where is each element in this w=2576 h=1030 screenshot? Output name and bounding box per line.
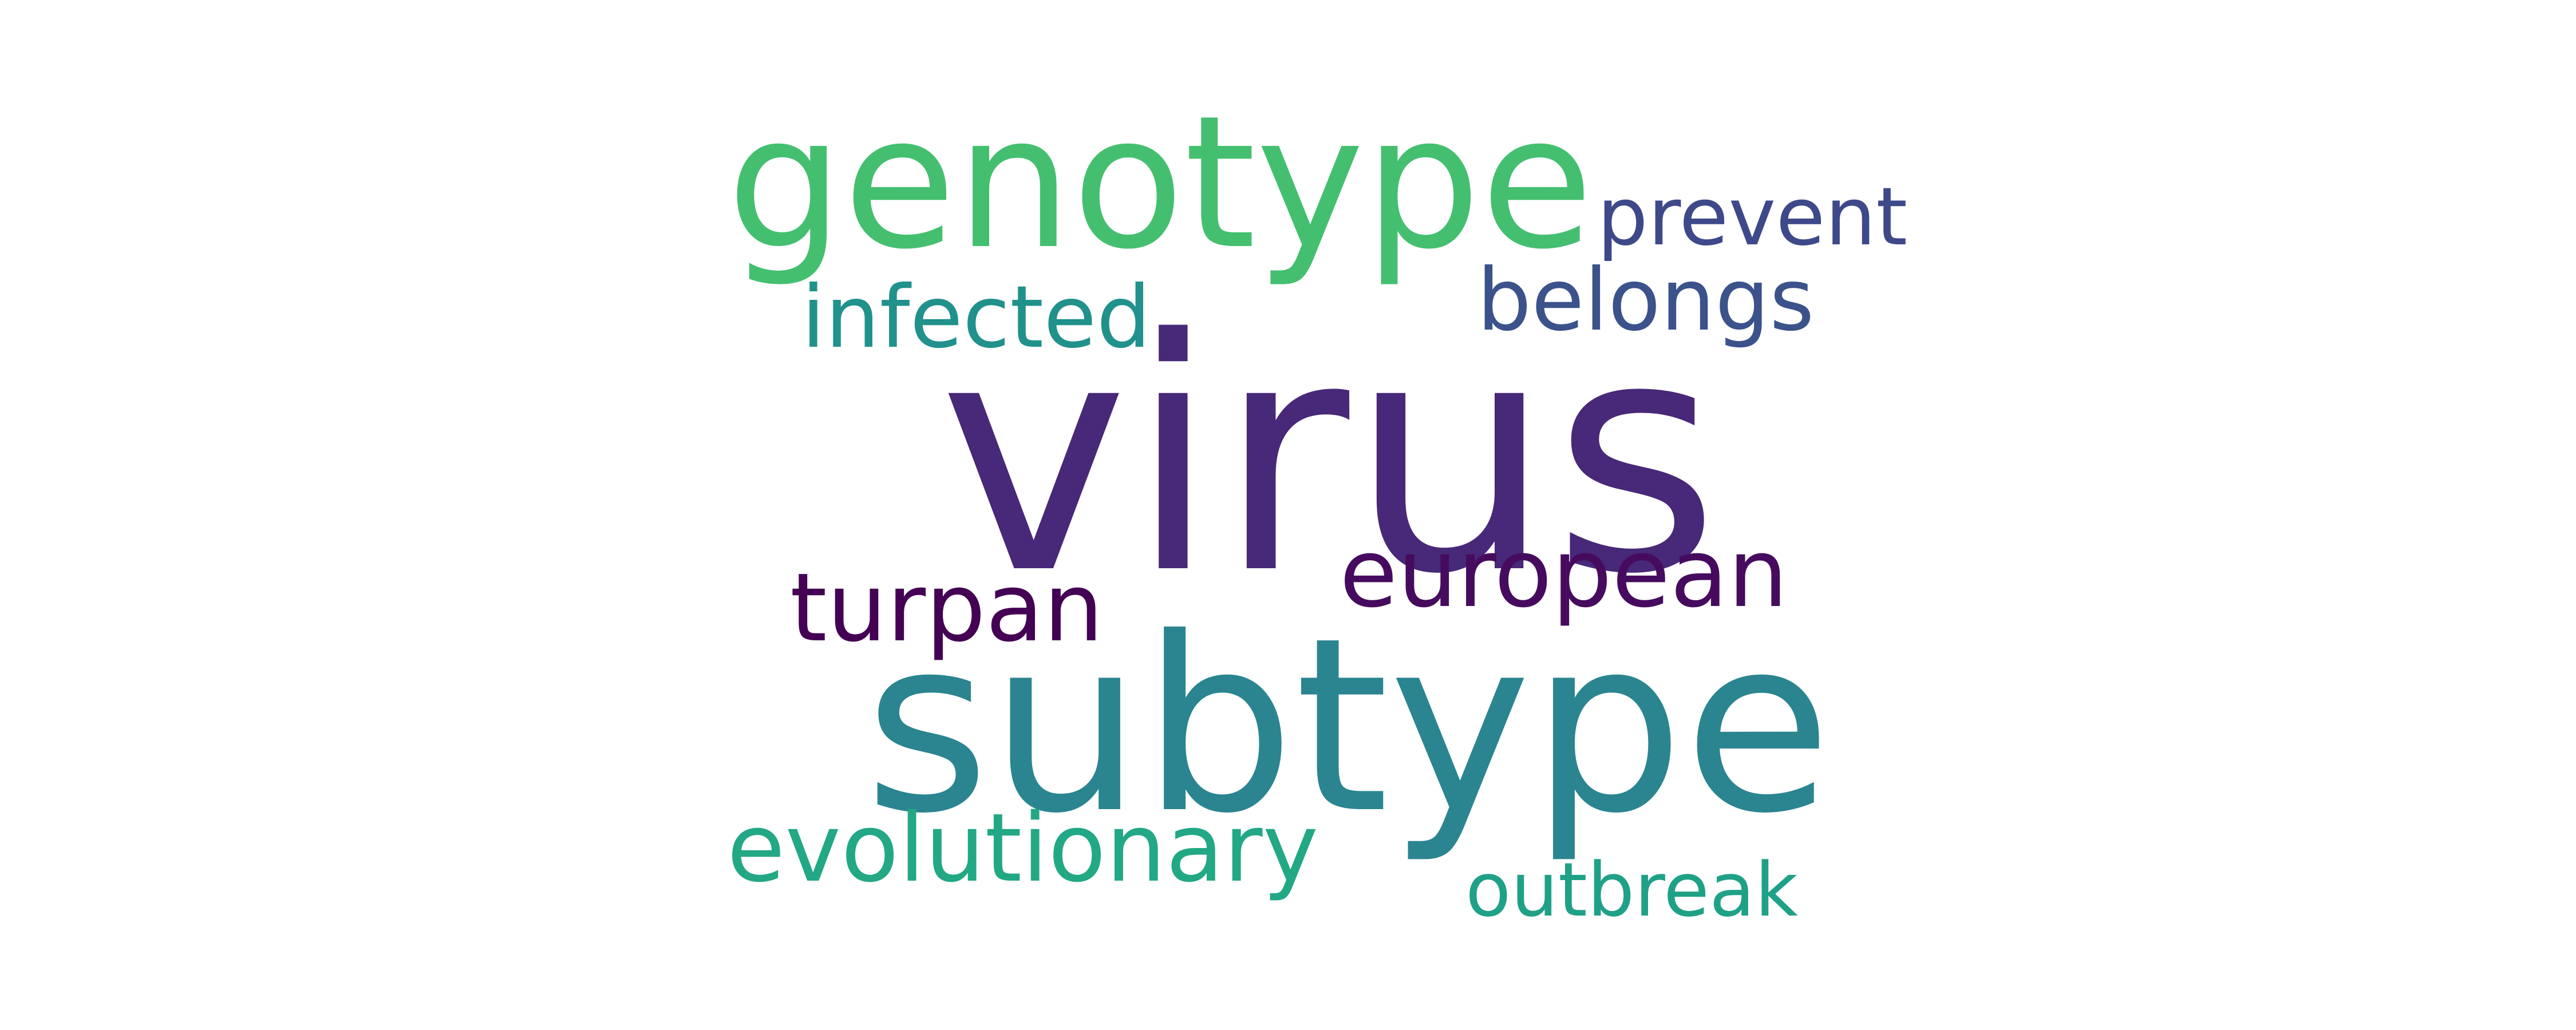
word-genotype: genotype <box>727 77 1594 290</box>
word-prevent: prevent <box>1597 171 1908 264</box>
word-turpan: turpan <box>790 553 1104 663</box>
word-subtype: subtype <box>864 587 1832 866</box>
word-belongs: belongs <box>1477 251 1815 350</box>
word-virus: virus <box>939 271 1720 644</box>
word-evolutionary: evolutionary <box>727 793 1319 903</box>
word-european: european <box>1340 518 1788 628</box>
word-outbreak: outbreak <box>1465 846 1798 933</box>
word-infected: infected <box>801 268 1151 367</box>
